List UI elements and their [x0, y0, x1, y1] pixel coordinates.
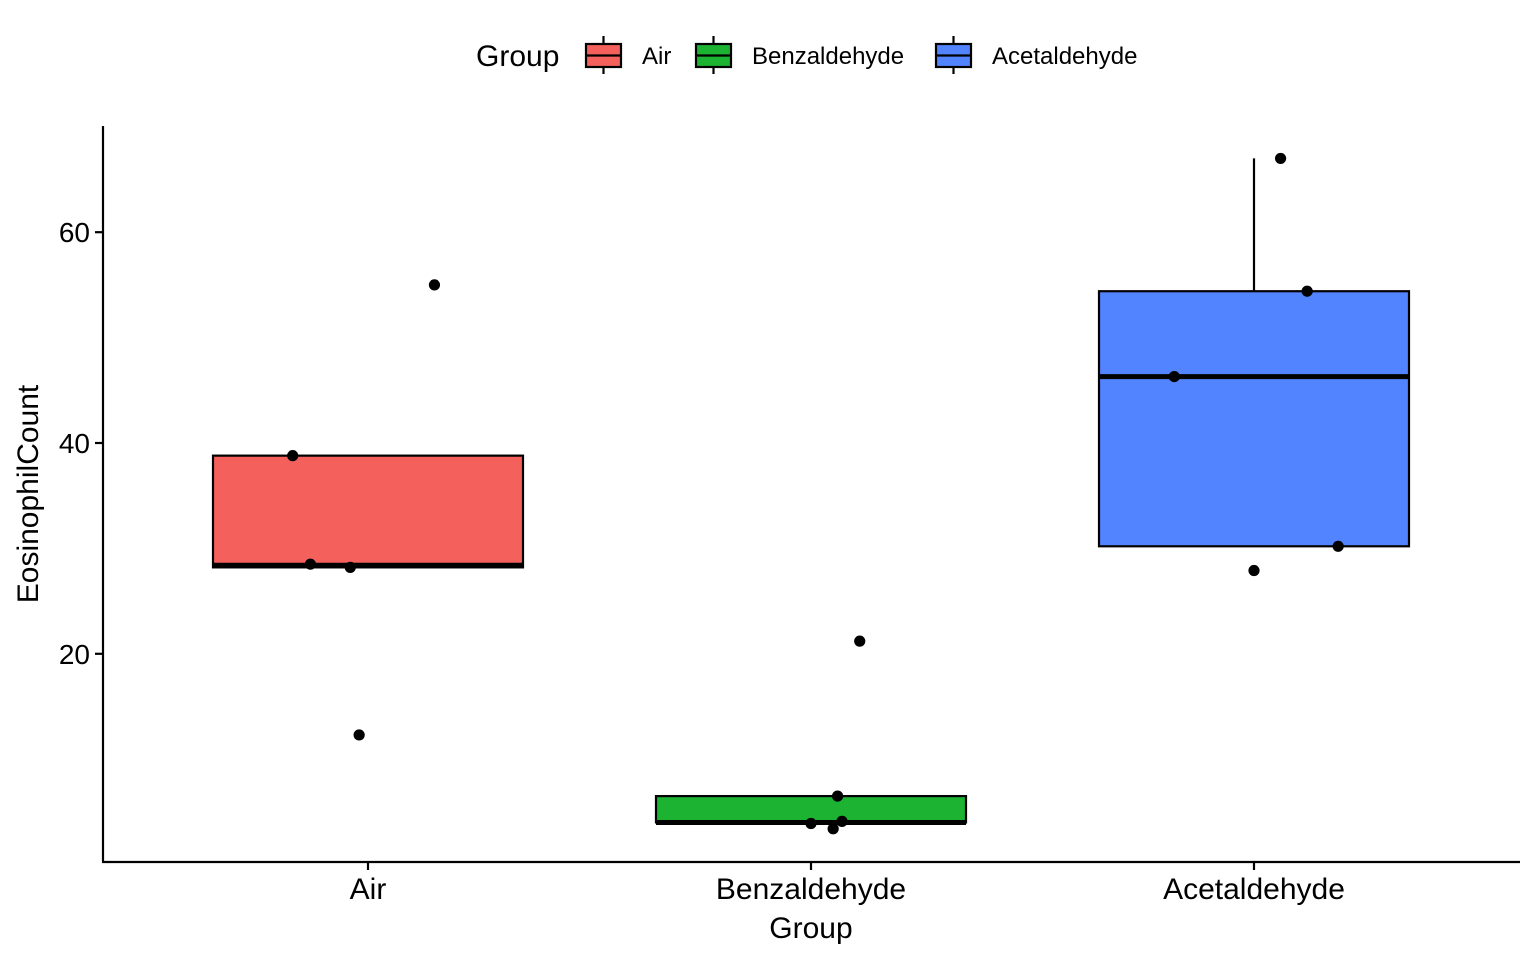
- x-tick-label: Acetaldehyde: [1163, 873, 1345, 906]
- data-point: [1168, 370, 1180, 383]
- data-point: [836, 815, 848, 827]
- y-axis-title: EosinophilCount: [12, 384, 45, 603]
- data-point: [344, 561, 356, 573]
- x-tick-label: Benzaldehyde: [716, 873, 906, 906]
- data-point: [353, 729, 365, 741]
- box-air: [211, 454, 525, 569]
- box-group-air: [211, 279, 525, 741]
- legend-label: Acetaldehyde: [992, 43, 1137, 70]
- legend-label: Benzaldehyde: [752, 43, 904, 70]
- plot-area: [211, 152, 1411, 835]
- y-tick-label: 60: [59, 217, 90, 248]
- x-axis-title: Group: [769, 912, 852, 945]
- axes: 20 40 60 Air Benzaldehyde Acetaldehyde Group…: [12, 126, 1520, 945]
- legend-title: Group: [476, 40, 559, 73]
- x-tick-label: Air: [350, 873, 387, 906]
- data-point: [1274, 152, 1287, 165]
- data-point: [428, 279, 441, 291]
- legend: Group Air Benzaldehyde Acetaldehyde: [476, 36, 1137, 74]
- legend-item-benzaldehyde: Benzaldehyde: [694, 36, 904, 74]
- legend-item-air: Air: [584, 36, 671, 74]
- legend-item-acetaldehyde: Acetaldehyde: [934, 36, 1137, 74]
- legend-label: Air: [642, 43, 671, 70]
- box-group-acetaldehyde: [1097, 152, 1411, 577]
- data-point: [1248, 564, 1260, 577]
- data-point: [827, 823, 839, 835]
- data-point: [831, 790, 844, 802]
- data-point: [1332, 540, 1344, 552]
- data-point: [304, 558, 317, 570]
- y-tick-label: 20: [59, 639, 90, 670]
- data-point: [805, 817, 817, 830]
- y-tick-label: 40: [59, 428, 90, 459]
- box-group-benzaldehyde: [654, 635, 968, 835]
- data-point: [854, 635, 866, 647]
- data-point: [1301, 285, 1313, 297]
- data-point: [287, 450, 299, 462]
- box-acetaldehyde: [1097, 290, 1411, 548]
